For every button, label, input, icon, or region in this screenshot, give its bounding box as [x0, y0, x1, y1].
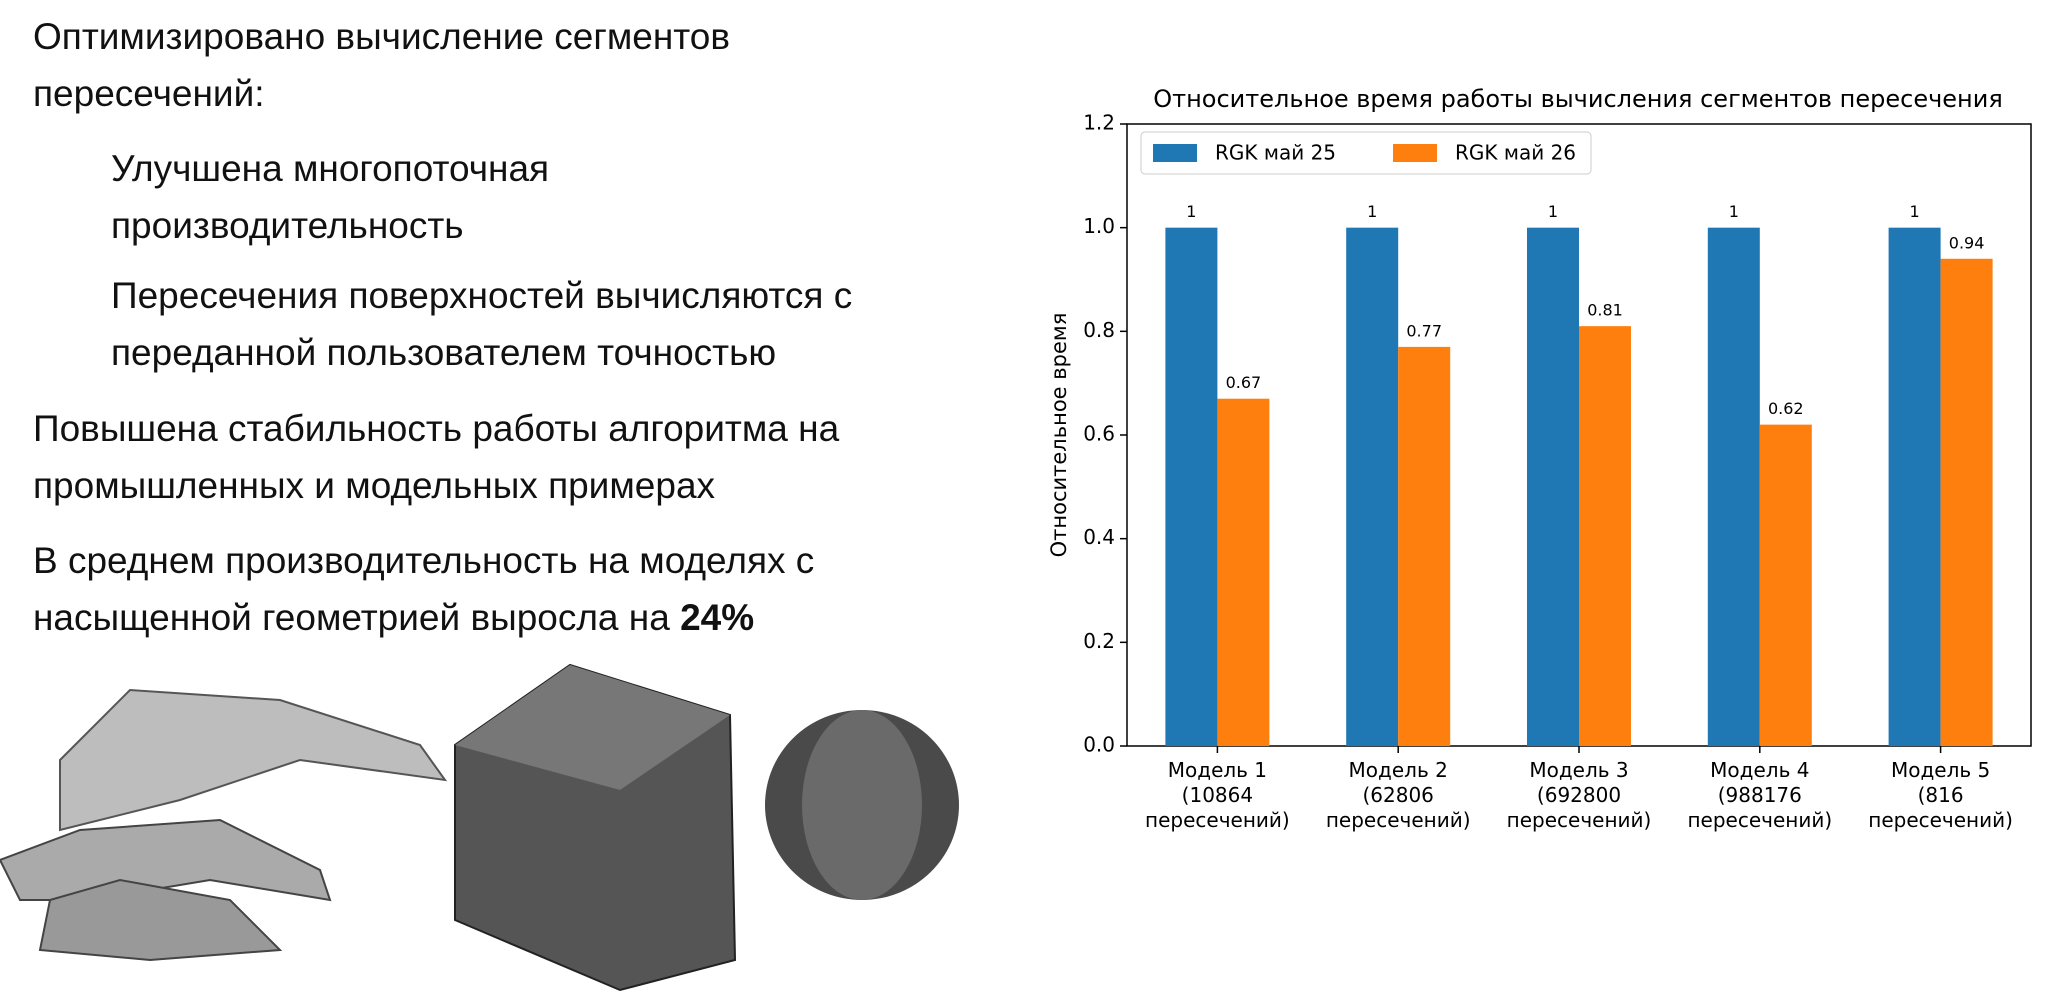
- y-tick-label: 0.4: [1083, 525, 1115, 549]
- legend-label: RGK май 25: [1215, 141, 1336, 165]
- model-image: [802, 710, 922, 900]
- x-tick-line: (10864: [1182, 783, 1253, 807]
- model-images: [0, 663, 959, 992]
- x-tick-line: пересечений): [1507, 808, 1652, 832]
- legend-box: [1140, 131, 1592, 175]
- value-label: 1: [1186, 202, 1196, 221]
- x-tick-label: Модель 1 (10864 пересечений): [1145, 758, 1290, 832]
- y-tick-label: 0.6: [1083, 422, 1115, 446]
- model-image: [59, 688, 448, 832]
- bar: [1217, 398, 1270, 746]
- paragraph: Повышена стабильность работы алгоритма н…: [33, 408, 840, 506]
- value-label: 0.67: [1226, 373, 1262, 392]
- x-tick-label: Модель 2 (62806 пересечений): [1326, 758, 1471, 832]
- value-label: 0.94: [1949, 233, 1985, 252]
- summary-bold: 24%: [680, 597, 755, 638]
- y-tick-label: 0.8: [1083, 318, 1115, 342]
- x-tick-label: Модель 3 (692800 пересечений): [1507, 758, 1652, 832]
- paragraph: Улучшена многопоточная производительност…: [111, 148, 550, 246]
- x-tick-line: Модель 5: [1891, 758, 1990, 782]
- value-label: 1: [1367, 202, 1377, 221]
- value-label: 1: [1729, 202, 1739, 221]
- value-label: 1: [1548, 202, 1558, 221]
- legend-swatch: [1393, 144, 1437, 162]
- bar: [1165, 227, 1218, 746]
- x-tick-line: Модель 1: [1168, 758, 1267, 782]
- bar: [1398, 346, 1451, 746]
- x-tick-line: Модель 2: [1349, 758, 1448, 782]
- model-image: [455, 665, 730, 790]
- paragraph: Пересечения поверхностей вычисляются с п…: [111, 275, 853, 373]
- legend-label: RGK май 26: [1455, 141, 1576, 165]
- y-tick-label: 1.0: [1083, 214, 1115, 238]
- x-tick-line: (816: [1918, 783, 1964, 807]
- y-tick-label: 0.2: [1083, 629, 1115, 653]
- x-tick-line: пересечений): [1868, 808, 2013, 832]
- x-tick-label: Модель 5 (816 пересечений): [1868, 758, 2013, 832]
- x-tick-line: Модель 4: [1710, 758, 1809, 782]
- bar: [1759, 424, 1812, 746]
- bar: [1707, 227, 1760, 746]
- bar: [1579, 326, 1631, 746]
- legend-swatch: [1153, 144, 1197, 162]
- bar: [1940, 258, 1993, 746]
- model-image: [0, 818, 332, 902]
- bar: [1888, 227, 1941, 746]
- model-image: [38, 878, 283, 962]
- x-tick-line: пересечений): [1326, 808, 1471, 832]
- y-tick-label: 0.0: [1083, 733, 1115, 757]
- value-label: 0.81: [1587, 301, 1623, 320]
- x-tick-line: (988176: [1718, 783, 1802, 807]
- paragraph: В среднем производительность на моделях …: [33, 532, 993, 646]
- x-tick-line: (692800: [1537, 783, 1621, 807]
- chart-title: Относительное время работы вычисления се…: [1153, 85, 2003, 113]
- x-tick-line: пересечений): [1145, 808, 1290, 832]
- value-label: 1: [1910, 202, 1920, 221]
- bar: [1346, 227, 1399, 746]
- summary-text: В среднем производительность на моделях …: [33, 540, 815, 638]
- value-label: 0.77: [1406, 321, 1442, 340]
- y-tick-label: 1.2: [1083, 111, 1115, 135]
- x-tick-label: Модель 4 (988176 пересечений): [1687, 758, 1832, 832]
- x-tick-line: (62806: [1362, 783, 1433, 807]
- bar: [1527, 227, 1579, 746]
- paragraph: Оптимизировано вычисление сегментов пере…: [33, 16, 731, 114]
- x-tick-line: пересечений): [1687, 808, 1832, 832]
- value-label: 0.62: [1768, 399, 1804, 418]
- x-tick-line: Модель 3: [1529, 758, 1628, 782]
- y-axis-label: Относительное время: [1047, 313, 1071, 558]
